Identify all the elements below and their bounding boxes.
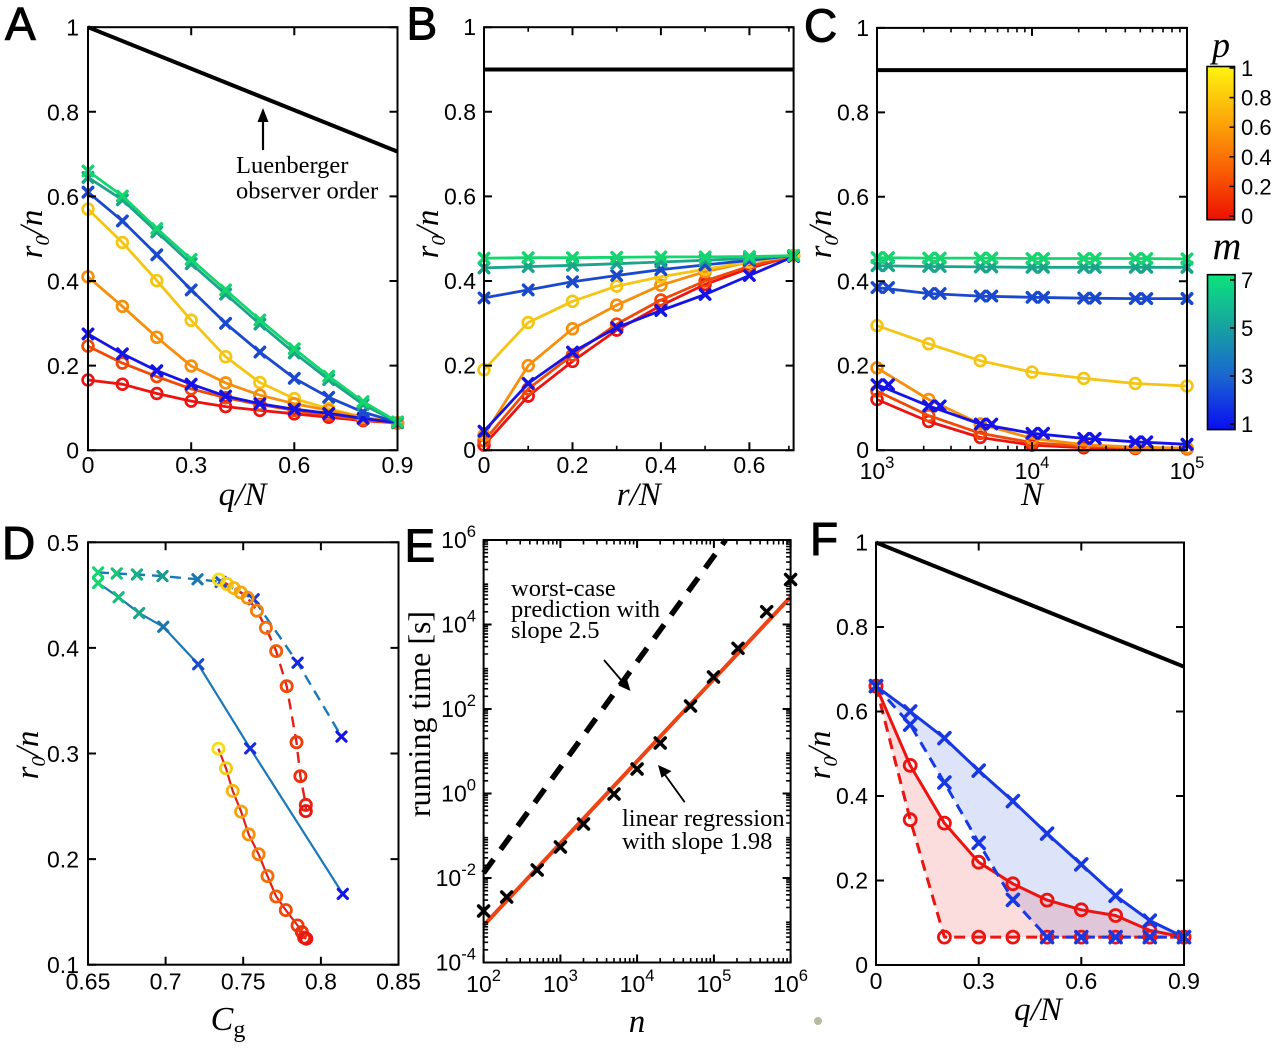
svg-text:D: D: [2, 517, 35, 569]
svg-text:B: B: [407, 0, 438, 50]
svg-text:0.7: 0.7: [150, 969, 182, 995]
svg-text:r0/n: r0/n: [802, 731, 842, 780]
svg-text:0.3: 0.3: [963, 968, 995, 994]
svg-text:0.4: 0.4: [836, 783, 868, 809]
svg-text:0: 0: [870, 968, 883, 994]
svg-text:linear regression: linear regression: [622, 805, 785, 832]
svg-text:0.2: 0.2: [837, 353, 869, 379]
svg-text:0.85: 0.85: [376, 969, 421, 995]
svg-text:q/N: q/N: [1014, 992, 1064, 1028]
svg-text:0.75: 0.75: [221, 969, 266, 995]
svg-text:p: p: [1209, 25, 1230, 65]
svg-text:0.6: 0.6: [836, 699, 868, 725]
svg-text:0.6: 0.6: [733, 452, 765, 478]
svg-text:0.9: 0.9: [382, 452, 414, 478]
svg-text:0: 0: [66, 438, 79, 464]
svg-text:0.8: 0.8: [837, 99, 869, 125]
svg-text:0: 0: [82, 452, 95, 478]
svg-text:0.8: 0.8: [1241, 86, 1272, 111]
svg-text:observer order: observer order: [236, 178, 378, 205]
svg-text:Cg: Cg: [211, 1001, 246, 1043]
svg-text:N: N: [1020, 477, 1045, 513]
svg-text:1: 1: [855, 530, 868, 556]
svg-text:0.8: 0.8: [305, 969, 337, 995]
svg-text:m: m: [1213, 223, 1242, 268]
svg-text:0.8: 0.8: [47, 99, 79, 125]
svg-text:r0/n: r0/n: [803, 210, 843, 259]
svg-text:worst-case: worst-case: [511, 575, 616, 602]
svg-text:0.3: 0.3: [47, 741, 79, 767]
svg-text:0: 0: [1241, 204, 1253, 229]
svg-text:A: A: [5, 0, 36, 50]
svg-text:1: 1: [66, 15, 79, 41]
svg-text:1: 1: [463, 14, 476, 40]
svg-text:r0/n: r0/n: [410, 210, 450, 259]
svg-text:1: 1: [1241, 56, 1253, 81]
svg-text:0.4: 0.4: [645, 452, 677, 478]
svg-text:0: 0: [478, 452, 491, 478]
svg-text:0: 0: [855, 952, 868, 978]
svg-text:3: 3: [1241, 364, 1253, 389]
svg-text:0.2: 0.2: [47, 847, 79, 873]
svg-text:Luenberger: Luenberger: [236, 152, 348, 179]
svg-text:r0/n: r0/n: [10, 731, 50, 780]
svg-text:0.2: 0.2: [1241, 174, 1272, 199]
svg-text:0.2: 0.2: [47, 353, 79, 379]
svg-text:running time [s]: running time [s]: [401, 611, 437, 817]
svg-text:0.4: 0.4: [47, 269, 79, 295]
svg-text:r0/n: r0/n: [14, 210, 54, 259]
svg-text:0.6: 0.6: [278, 452, 310, 478]
svg-text:F: F: [810, 513, 838, 565]
svg-text:E: E: [405, 520, 436, 572]
svg-text:with slope 1.98: with slope 1.98: [622, 828, 772, 855]
svg-text:0.6: 0.6: [1241, 115, 1272, 140]
svg-text:C: C: [804, 0, 837, 52]
svg-text:0.2: 0.2: [836, 868, 868, 894]
svg-text:0.65: 0.65: [66, 969, 111, 995]
svg-text:0: 0: [463, 437, 476, 463]
svg-text:5: 5: [1241, 316, 1253, 341]
svg-text:q/N: q/N: [219, 477, 269, 513]
svg-text:slope 2.5: slope 2.5: [511, 617, 599, 644]
svg-text:0.1: 0.1: [47, 952, 79, 978]
svg-text:0.4: 0.4: [837, 268, 869, 294]
svg-text:r/N: r/N: [617, 477, 663, 513]
svg-text:0.6: 0.6: [1065, 968, 1097, 994]
svg-text:0.4: 0.4: [444, 268, 476, 294]
svg-text:1: 1: [1241, 412, 1253, 437]
svg-text:prediction with: prediction with: [511, 596, 660, 623]
svg-text:0.3: 0.3: [175, 452, 207, 478]
svg-text:0.5: 0.5: [47, 530, 79, 556]
svg-text:0.2: 0.2: [444, 353, 476, 379]
svg-text:0.6: 0.6: [837, 184, 869, 210]
svg-text:0.8: 0.8: [836, 614, 868, 640]
svg-text:0: 0: [856, 437, 869, 463]
svg-text:0.6: 0.6: [444, 183, 476, 209]
svg-text:0.4: 0.4: [47, 635, 79, 661]
svg-text:0.6: 0.6: [47, 184, 79, 210]
svg-text:0.9: 0.9: [1168, 968, 1200, 994]
svg-text:0.8: 0.8: [444, 99, 476, 125]
svg-text:0.2: 0.2: [557, 452, 589, 478]
svg-text:1: 1: [856, 15, 869, 41]
svg-text:7: 7: [1241, 268, 1253, 293]
svg-text:n: n: [629, 1004, 646, 1040]
svg-text:0.4: 0.4: [1241, 145, 1272, 170]
